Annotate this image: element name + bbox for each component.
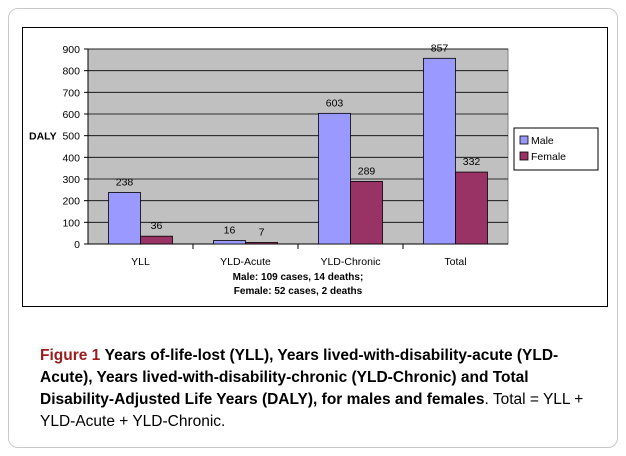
legend-box: [513, 127, 599, 171]
legend-swatch: [519, 151, 529, 161]
y-tick-label: 900: [62, 44, 80, 56]
x-category-label: Total: [444, 256, 466, 268]
bar-male: [213, 240, 246, 245]
data-label: 36: [151, 220, 163, 232]
y-tick-label: 700: [62, 87, 80, 99]
y-tick-label: 500: [62, 131, 80, 143]
data-label: 289: [358, 165, 376, 177]
y-axis-label: DALY: [29, 131, 57, 143]
y-tick-label: 600: [62, 109, 80, 121]
bar-chart: 0 100 200 300 400 500 600 700 800 900 DALY 238 36 YLL…: [29, 42, 599, 297]
caption-text: . Total = YLL + YLD-Acute + YLD-Chronic.: [40, 391, 584, 430]
y-tick-label: 800: [62, 66, 80, 78]
legend-swatch: [519, 135, 529, 145]
bar-female: [455, 171, 488, 245]
y-tick-label: 300: [62, 174, 80, 186]
legend-label: Female: [531, 151, 566, 163]
bar-male: [423, 57, 456, 245]
y-tick-label: 0: [74, 239, 80, 251]
x-category-label: YLL: [131, 256, 150, 268]
bar-female: [140, 235, 173, 245]
bar-female: [350, 180, 383, 245]
x-category-label: YLD-Chronic: [320, 256, 380, 268]
chart-container: 0 100 200 300 400 500 600 700 800 900 DALY 238 36 YLL…: [22, 27, 608, 307]
chart-note: Female: 52 cases, 2 deaths: [234, 286, 363, 297]
y-tick-label: 200: [62, 196, 80, 208]
data-label: 7: [259, 226, 265, 238]
bar-male: [318, 112, 351, 245]
data-label: 238: [116, 176, 134, 188]
x-category-label: YLD-Acute: [220, 256, 271, 268]
bar-male: [108, 192, 141, 245]
data-label: 16: [224, 225, 236, 237]
data-label: 332: [463, 156, 481, 168]
chart-note: Male: 109 cases, 14 deaths;: [233, 272, 364, 283]
data-label: 857: [431, 42, 449, 54]
bar-female: [245, 242, 278, 245]
data-label: 603: [326, 97, 344, 109]
figure-caption: Figure 1 Years of-life-lost (YLL), Years…: [40, 345, 600, 433]
y-tick-label: 400: [62, 152, 80, 164]
y-tick-label: 100: [62, 217, 80, 229]
caption-title: Years of-life-lost (YLL), Years lived-wi…: [40, 347, 559, 408]
figure-label: Figure 1: [40, 347, 101, 364]
legend-label: Male: [531, 135, 554, 147]
